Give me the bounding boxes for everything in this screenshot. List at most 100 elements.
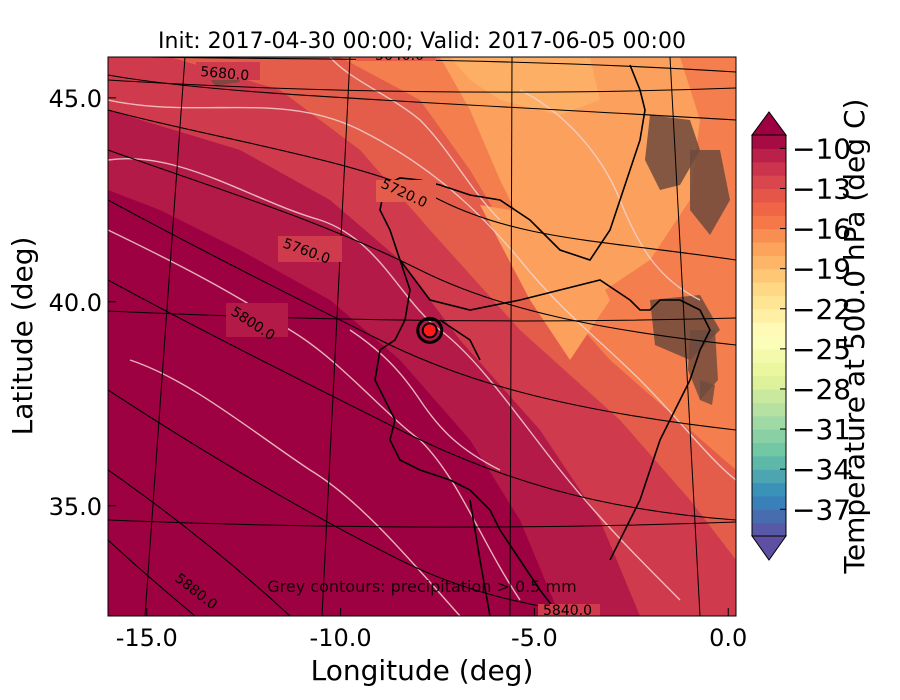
colorbar: −10 −13 −16 −19 −22 −25 −28 −31 −34 −37 Temperatu…	[751, 99, 871, 575]
border-line	[439, 319, 481, 361]
location-marker	[421, 322, 438, 339]
temperature-contour	[108, 158, 681, 601]
colorbar-band	[752, 442, 786, 457]
coastline-borders	[374, 64, 711, 616]
label-background	[278, 236, 342, 262]
colorbar-band	[752, 161, 786, 176]
parallel-35	[108, 519, 736, 528]
colorbar-band	[752, 148, 786, 163]
height-contour	[108, 109, 736, 261]
y-axis-label: Latitude (deg)	[6, 237, 39, 436]
height-contour	[108, 199, 736, 431]
colorbar-band	[752, 241, 786, 256]
x-tick-label: -15.0	[116, 624, 178, 652]
colorbar-bottom-extension	[751, 535, 787, 561]
colorbar-band	[752, 308, 786, 323]
temperature-contour	[329, 57, 501, 221]
colorbar-band	[752, 495, 786, 510]
colorbar-top-extension	[751, 111, 787, 136]
colorbar-band	[752, 455, 786, 470]
colorbar-bands	[752, 135, 786, 537]
coastline	[609, 299, 711, 561]
colorbar-tick-label: −16	[792, 213, 851, 246]
colorbar-frame	[751, 134, 787, 537]
meridian-minus-10	[321, 57, 351, 616]
x-axis-ticks: -15.0 -10.0 -5.0 0.0	[116, 608, 747, 652]
colorbar-tick-label: −22	[792, 293, 851, 326]
y-tick-label: 35.0	[49, 493, 102, 521]
colorbar-tick-label: −19	[792, 253, 851, 286]
colorbar-band	[752, 228, 786, 243]
plot-frame	[107, 56, 737, 617]
height-contour-label: 5680.0	[200, 64, 250, 84]
label-background	[376, 180, 436, 202]
temperature-band-light-orange	[440, 57, 700, 300]
label-background	[196, 62, 260, 80]
temperature-contour	[108, 99, 736, 481]
precipitation-annotation: Grey contours: precipitation > 0.5 mm	[267, 577, 576, 596]
colorbar-band	[752, 469, 786, 484]
height-contour	[108, 149, 736, 346]
meridian-minus-5	[509, 57, 513, 616]
height-contour-label: 5840.0	[543, 603, 592, 619]
colorbar-tick-label: −37	[792, 493, 851, 526]
height-contour	[108, 539, 196, 616]
colorbar-tick-label: −25	[792, 333, 851, 366]
colorbar-band	[752, 375, 786, 390]
border-line	[399, 259, 631, 311]
meridian-minus-15	[144, 57, 186, 616]
temperature-band-pale-orange	[450, 57, 600, 115]
colorbar-band	[752, 402, 786, 417]
x-tick-label: 0.0	[709, 624, 747, 652]
colorbar-band	[752, 429, 786, 444]
colorbar-band	[752, 522, 786, 537]
colorbar-band	[752, 509, 786, 524]
label-background	[356, 57, 436, 61]
colorbar-band	[752, 335, 786, 350]
colorbar-tick-label: −31	[792, 413, 851, 446]
colorbar-tick-label: −28	[792, 373, 851, 406]
colorbar-band	[752, 201, 786, 216]
precipitation-patch	[688, 330, 718, 400]
colorbar-band	[752, 482, 786, 497]
chart-title: Init: 2017-04-30 00:00; Valid: 2017-06-0…	[158, 29, 686, 54]
height-contour	[108, 469, 291, 616]
label-background	[538, 604, 600, 616]
colorbar-tick-label: −13	[792, 172, 851, 205]
colorbar-ticks: −10 −13 −16 −19 −22 −25 −28 −31 −34 −37	[780, 132, 851, 526]
colorbar-band	[752, 388, 786, 403]
colorbar-band	[752, 175, 786, 190]
precipitation-patch	[700, 380, 715, 405]
y-tick-label: 45.0	[49, 85, 102, 113]
graticule-grid	[108, 57, 736, 616]
colorbar-band	[752, 322, 786, 337]
meridian-0	[669, 57, 701, 616]
height-contour-label: 5640.0	[375, 48, 424, 64]
temperature-contour	[129, 359, 461, 616]
temperature-contour-lines	[108, 57, 736, 616]
colorbar-band	[752, 282, 786, 296]
colorbar-band	[752, 295, 786, 310]
colorbar-band	[752, 415, 786, 430]
parallel-45	[108, 79, 736, 93]
coastline	[374, 64, 646, 616]
x-axis-label: Longitude (deg)	[311, 654, 534, 687]
colorbar-band	[752, 135, 786, 149]
colorbar-band	[752, 255, 786, 270]
x-tick-label: -5.0	[511, 624, 558, 652]
colorbar-band	[752, 362, 786, 377]
colorbar-tick-label: −10	[792, 132, 851, 165]
temperature-contour	[108, 229, 521, 601]
precipitation-patch	[690, 150, 730, 235]
y-tick-label: 40.0	[49, 289, 102, 317]
colorbar-band	[752, 188, 786, 203]
parallel-40	[108, 310, 736, 322]
label-background	[226, 303, 288, 337]
x-tick-label: -10.0	[310, 624, 372, 652]
location-marker-ring	[416, 316, 444, 344]
temperature-contour	[349, 329, 501, 471]
y-axis-ticks: 35.0 40.0 45.0	[49, 85, 116, 521]
colorbar-label: Temperature at 500.0 hPa (deg C)	[838, 99, 871, 575]
colorbar-band	[752, 268, 786, 283]
